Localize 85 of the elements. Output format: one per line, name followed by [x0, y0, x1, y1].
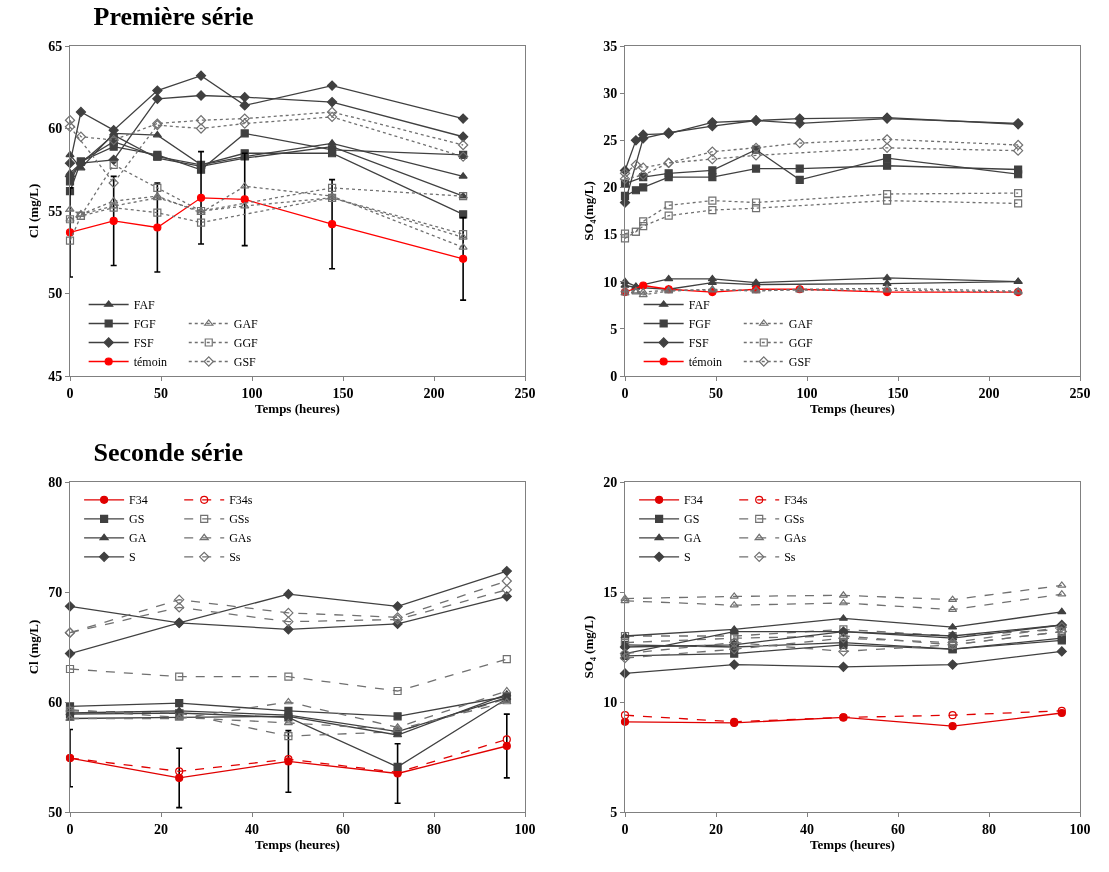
- legend-label: GSs: [784, 512, 805, 527]
- x-axis-title: Temps (heures): [255, 837, 340, 853]
- legend-label: FSF: [133, 336, 154, 351]
- y-tick-label: 60: [48, 694, 63, 710]
- legend-label: FGF: [688, 317, 711, 332]
- legend-label: GGF: [233, 336, 259, 351]
- legend-label: GA: [684, 531, 702, 546]
- x-tick-label: 20: [709, 821, 723, 837]
- legend-label: FGF: [133, 317, 156, 332]
- x-axis-title: Temps (heures): [810, 401, 895, 417]
- x-tick-label: 250: [1069, 385, 1091, 401]
- y-tick-label: 5: [610, 321, 618, 337]
- y-tick-label: 60: [48, 121, 63, 137]
- x-tick-label: 80: [427, 821, 441, 837]
- y-tick-label: 5: [610, 804, 618, 820]
- x-axis-title: Temps (heures): [810, 837, 895, 853]
- y-tick-label: 15: [603, 584, 618, 600]
- legend-label: F34: [129, 493, 148, 508]
- legend-label: GA: [129, 531, 147, 546]
- legend-label: S: [684, 550, 691, 565]
- x-tick-label: 100: [514, 821, 536, 837]
- x-tick-label: 40: [800, 821, 814, 837]
- legend-label: S: [129, 550, 136, 565]
- x-tick-label: 200: [423, 385, 445, 401]
- y-tick-label: 35: [603, 38, 618, 54]
- y-tick-label: 65: [48, 38, 63, 54]
- y-axis-title: Cl (mg/L): [26, 183, 42, 239]
- legend-label: GAs: [229, 531, 252, 546]
- x-tick-label: 100: [241, 385, 263, 401]
- legend-label: GGF: [788, 336, 814, 351]
- x-tick-label: 80: [982, 821, 996, 837]
- x-tick-label: 0: [621, 821, 629, 837]
- x-tick-label: 60: [336, 821, 350, 837]
- y-axis-title: SO₄ (mg/L): [581, 615, 597, 679]
- legend-label: GAF: [233, 317, 259, 332]
- legend-label: GSs: [229, 512, 250, 527]
- legend-label: GS: [129, 512, 145, 527]
- legend-label: GSF: [233, 355, 257, 370]
- y-tick-label: 30: [603, 86, 618, 102]
- y-tick-label: 70: [48, 584, 63, 600]
- chart-title: Première série: [93, 1, 254, 31]
- legend-label: GAF: [788, 317, 814, 332]
- legend-label: Ss: [229, 550, 241, 565]
- x-tick-label: 0: [66, 385, 74, 401]
- legend-label: FSF: [688, 336, 709, 351]
- y-tick-label: 55: [48, 203, 63, 219]
- y-tick-label: 25: [603, 133, 618, 149]
- legend-label: témoin: [688, 355, 722, 370]
- x-axis-title: Temps (heures): [255, 401, 340, 417]
- x-tick-label: 0: [66, 821, 74, 837]
- y-axis-title: Cl (mg/L): [26, 619, 42, 675]
- legend-label: FAF: [688, 298, 711, 313]
- x-tick-label: 40: [245, 821, 259, 837]
- legend-label: GAs: [784, 531, 807, 546]
- x-tick-label: 60: [891, 821, 905, 837]
- x-tick-label: 150: [887, 385, 909, 401]
- legend-label: FAF: [133, 298, 156, 313]
- y-tick-label: 50: [48, 804, 63, 820]
- chart-title: Seconde série: [93, 437, 243, 467]
- x-tick-label: 50: [154, 385, 168, 401]
- legend-label: F34s: [229, 493, 253, 508]
- x-tick-label: 100: [796, 385, 818, 401]
- legend-label: Ss: [784, 550, 796, 565]
- legend-label: F34: [684, 493, 703, 508]
- legend-label: GSF: [788, 355, 812, 370]
- y-tick-label: 50: [48, 286, 63, 302]
- y-tick-label: 10: [603, 274, 618, 290]
- x-tick-label: 100: [1069, 821, 1091, 837]
- x-tick-label: 50: [709, 385, 723, 401]
- x-tick-label: 20: [154, 821, 168, 837]
- y-tick-label: 10: [603, 694, 618, 710]
- x-tick-label: 200: [978, 385, 1000, 401]
- legend-label: GS: [684, 512, 700, 527]
- y-tick-label: 20: [603, 474, 618, 490]
- y-axis-title: SO₄(mg/L): [581, 181, 597, 241]
- y-tick-label: 15: [603, 227, 618, 243]
- y-tick-label: 20: [603, 180, 618, 196]
- y-tick-label: 80: [48, 474, 63, 490]
- y-tick-label: 45: [48, 368, 63, 384]
- legend-label: F34s: [784, 493, 808, 508]
- x-tick-label: 250: [514, 385, 536, 401]
- y-tick-label: 0: [610, 368, 618, 384]
- x-tick-label: 0: [621, 385, 629, 401]
- legend-label: témoin: [133, 355, 167, 370]
- x-tick-label: 150: [332, 385, 354, 401]
